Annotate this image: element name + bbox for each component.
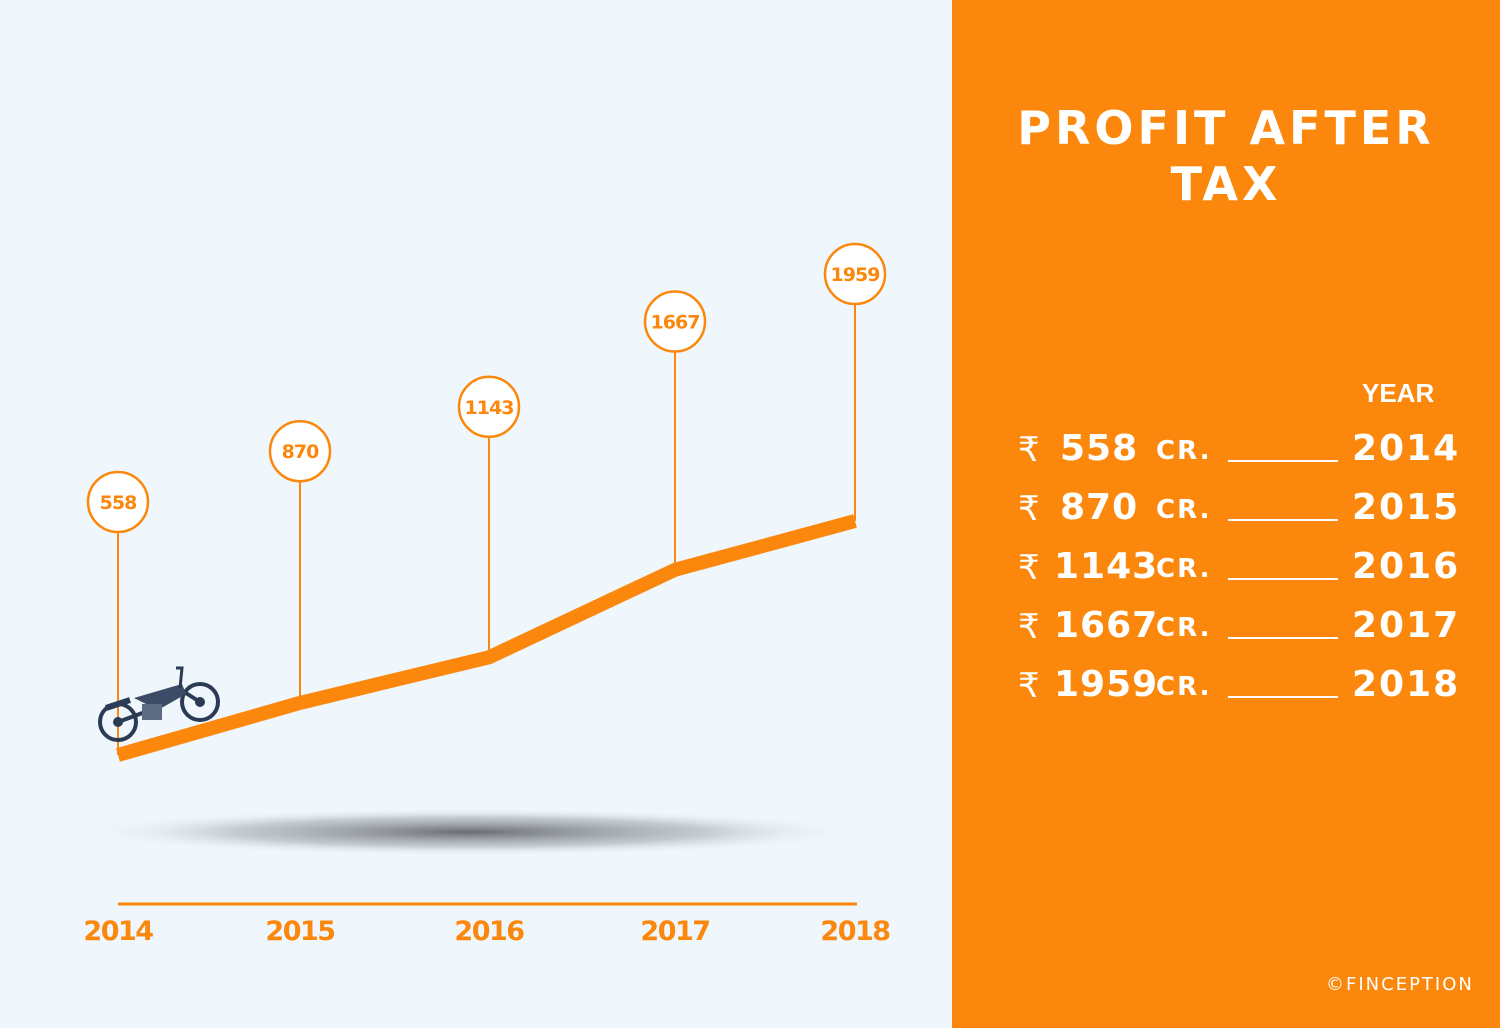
profit-row-2017: ₹1667 CR. 2017 bbox=[1018, 601, 1458, 660]
profit-amount: 1143 bbox=[1054, 546, 1159, 587]
profit-amount: 1959 bbox=[1054, 664, 1159, 705]
profit-amount: 558 bbox=[1060, 428, 1139, 469]
rupee-symbol: ₹ bbox=[1018, 666, 1040, 706]
profit-row-2016: ₹1143 CR. 2016 bbox=[1018, 542, 1458, 601]
row-year: 2017 bbox=[1352, 605, 1461, 646]
rupee-symbol: ₹ bbox=[1018, 430, 1040, 470]
data-label-2017: 1667 bbox=[651, 312, 700, 334]
x-tick-label-2015: 2015 bbox=[265, 916, 334, 947]
data-label-2016: 1143 bbox=[465, 397, 514, 419]
data-point-2016 bbox=[457, 375, 521, 439]
profit-row-2015: ₹870 CR. 2015 bbox=[1018, 483, 1458, 542]
unit-label: CR. bbox=[1156, 495, 1212, 525]
data-label-2018: 1959 bbox=[831, 264, 880, 286]
profit-row-2018: ₹1959 CR. 2018 bbox=[1018, 660, 1458, 719]
rupee-symbol: ₹ bbox=[1018, 548, 1040, 588]
x-tick-label-2018: 2018 bbox=[820, 916, 890, 947]
ground-shadow bbox=[80, 808, 860, 856]
data-point-2014 bbox=[86, 470, 150, 534]
x-tick-label-2014: 2014 bbox=[83, 916, 153, 947]
motorcycle-icon bbox=[98, 666, 220, 742]
unit-label: CR. bbox=[1156, 436, 1212, 466]
row-divider-line bbox=[1228, 637, 1338, 639]
data-point-2017 bbox=[643, 290, 707, 353]
rupee-symbol: ₹ bbox=[1018, 607, 1040, 647]
profit-row-2014: ₹558 CR. 2014 bbox=[1018, 424, 1458, 483]
data-label-2015: 870 bbox=[282, 441, 319, 463]
profit-line-chart: 558 870 1143 1667 1959 2014 2015 2016 2017 2018 bbox=[80, 242, 892, 947]
row-divider-line bbox=[1228, 696, 1338, 698]
data-point-2015 bbox=[268, 419, 332, 483]
unit-label: CR. bbox=[1156, 613, 1212, 643]
unit-label: CR. bbox=[1156, 672, 1212, 702]
profit-rows: ₹558 CR. 2014 ₹870 CR. 2015 ₹1143 CR. 2016 ₹1667 C… bbox=[1018, 424, 1458, 719]
row-year: 2014 bbox=[1352, 428, 1461, 469]
x-tick-label-2017: 2017 bbox=[640, 916, 709, 947]
row-year: 2015 bbox=[1352, 487, 1461, 528]
rupee-symbol: ₹ bbox=[1018, 489, 1040, 529]
summary-panel: PROFIT AFTER TAX YEAR ₹558 CR. 2014 ₹870 CR.… bbox=[952, 0, 1500, 1028]
row-divider-line bbox=[1228, 519, 1338, 521]
x-tick-label-2016: 2016 bbox=[454, 916, 524, 947]
data-point-2018 bbox=[823, 242, 887, 306]
series-line bbox=[116, 514, 857, 762]
unit-label: CR. bbox=[1156, 554, 1212, 584]
row-year: 2016 bbox=[1352, 546, 1461, 587]
profit-amount: 870 bbox=[1060, 487, 1139, 528]
profit-amount: 1667 bbox=[1054, 605, 1159, 646]
year-column-header: YEAR bbox=[1362, 378, 1435, 408]
chart-panel: 558 870 1143 1667 1959 2014 2015 2016 2017 2018 bbox=[0, 0, 952, 1028]
row-year: 2018 bbox=[1352, 664, 1461, 705]
row-divider-line bbox=[1228, 460, 1338, 462]
panel-title: PROFIT AFTER TAX bbox=[1017, 101, 1435, 211]
row-divider-line bbox=[1228, 578, 1338, 580]
credit-text: ©FINCEPTION bbox=[1326, 974, 1474, 995]
data-label-2014: 558 bbox=[100, 492, 137, 514]
